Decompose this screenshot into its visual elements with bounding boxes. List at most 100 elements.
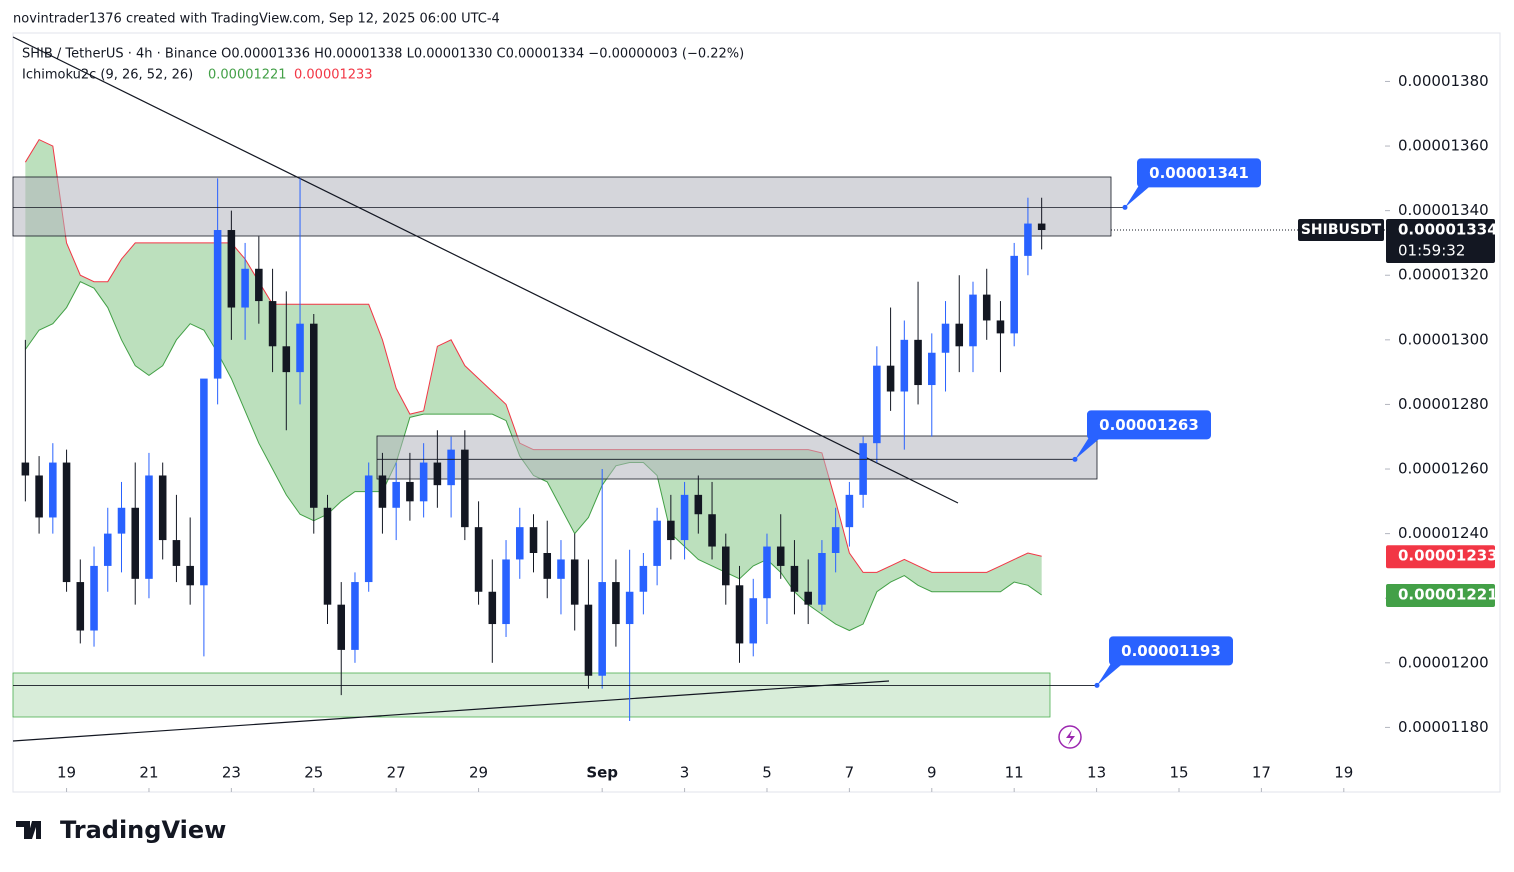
candle-body	[49, 462, 57, 518]
candle-body	[667, 520, 675, 541]
candle-body	[241, 268, 249, 308]
candle-body	[886, 365, 895, 392]
candle-body	[776, 546, 785, 566]
callout-box	[1137, 158, 1261, 188]
candle-body	[804, 591, 812, 605]
callout-label: 0.00001341	[1149, 164, 1249, 182]
x-tick-label: 15	[1169, 764, 1188, 782]
candle-body	[543, 552, 552, 579]
x-tick-label: 21	[139, 764, 158, 782]
candle-body	[749, 598, 758, 644]
cloud-badge-label: 0.00001221	[1398, 585, 1498, 603]
candle-body	[996, 320, 1005, 334]
candle-body	[378, 475, 387, 508]
downtrend-line	[12, 36, 959, 504]
candle-body	[625, 591, 634, 625]
candle-body	[955, 323, 964, 347]
callout-pointer	[1097, 663, 1123, 686]
candle-body	[392, 481, 400, 508]
candle-body	[735, 585, 744, 644]
candle-body	[309, 323, 318, 508]
candle-body	[227, 230, 236, 308]
x-tick-label: 19	[1334, 764, 1353, 782]
y-tick-label: 0.00001340	[1398, 201, 1489, 219]
uptrend-line	[12, 680, 890, 742]
alert-bolt	[1066, 730, 1075, 745]
candle-body	[612, 582, 620, 625]
candle-body	[694, 494, 703, 515]
candle-body	[598, 582, 606, 676]
candle-body	[502, 559, 510, 625]
candle-body	[406, 481, 414, 502]
y-tick-label: 0.00001180	[1398, 718, 1489, 736]
candle-body	[969, 294, 977, 347]
y-tick-label: 0.00001380	[1398, 72, 1489, 90]
logo-mark	[16, 821, 41, 839]
candle-body	[941, 323, 950, 353]
candle-body	[131, 507, 140, 579]
candle-body	[364, 475, 373, 583]
y-tick-label: 0.00001360	[1398, 137, 1489, 155]
candle-body	[1010, 255, 1018, 334]
callout-box	[1087, 410, 1211, 440]
candle-body	[76, 582, 85, 631]
candle-body	[103, 533, 112, 566]
alert-icon[interactable]	[1058, 725, 1082, 749]
candle-body	[90, 565, 98, 631]
candle-body	[21, 462, 30, 476]
x-tick-label: 9	[927, 764, 937, 782]
legend-header: SHIB / TetherUS · 4h · Binance O0.000013…	[22, 47, 744, 62]
countdown: 01:59:32	[1398, 242, 1465, 260]
candle-body	[62, 462, 71, 583]
callout-label: 0.00001193	[1121, 642, 1221, 660]
resistance-zone	[12, 176, 1112, 237]
callout-anchor	[1122, 204, 1128, 210]
mid-zone	[376, 435, 1098, 480]
candle-body	[680, 494, 689, 541]
y-tick-label: 0.00001300	[1398, 330, 1489, 348]
candle-body	[337, 604, 346, 650]
candle-body	[570, 559, 579, 605]
candle-body	[900, 339, 909, 392]
candle-body	[1037, 223, 1046, 231]
candle-body	[419, 462, 428, 502]
symbol-label: SHIBUSDT	[1301, 222, 1382, 238]
price-label: 0.00001334	[1398, 221, 1498, 239]
candle-body	[213, 230, 222, 379]
logo: TradingView	[16, 816, 226, 844]
y-tick-label: 0.00001280	[1398, 395, 1489, 413]
x-tick-label: 19	[57, 764, 76, 782]
candle-body	[708, 514, 716, 547]
candle-body	[584, 604, 593, 676]
candle-body	[323, 507, 332, 605]
candle-body	[845, 494, 854, 528]
candle-body	[35, 475, 43, 518]
cloud-badge	[1386, 545, 1495, 569]
candle-body	[461, 449, 469, 528]
support-zone	[12, 672, 1051, 718]
x-tick-label: 5	[762, 764, 772, 782]
candle-body	[268, 301, 277, 347]
candle-body	[351, 582, 359, 650]
candle-body	[914, 339, 922, 386]
cloud-badge	[1386, 583, 1495, 607]
candle-body	[447, 449, 455, 486]
candle-body	[790, 565, 799, 592]
candle-body	[255, 268, 263, 302]
cloud-fill	[25, 139, 1042, 631]
callout-label: 0.00001263	[1099, 416, 1199, 434]
candle-body	[653, 520, 661, 566]
x-tick-label: 11	[1005, 764, 1024, 782]
callout-pointer	[1125, 185, 1151, 208]
candle-body	[158, 475, 167, 541]
x-tick-label: 3	[680, 764, 690, 782]
candle-body	[873, 365, 881, 444]
candle-body	[529, 527, 538, 553]
candle-body	[282, 346, 291, 373]
callout-anchor	[1094, 682, 1100, 688]
y-tick-label: 0.00001240	[1398, 524, 1489, 542]
candle-body	[117, 507, 126, 534]
callout-pointer	[1075, 437, 1101, 460]
x-tick-label: 13	[1087, 764, 1106, 782]
